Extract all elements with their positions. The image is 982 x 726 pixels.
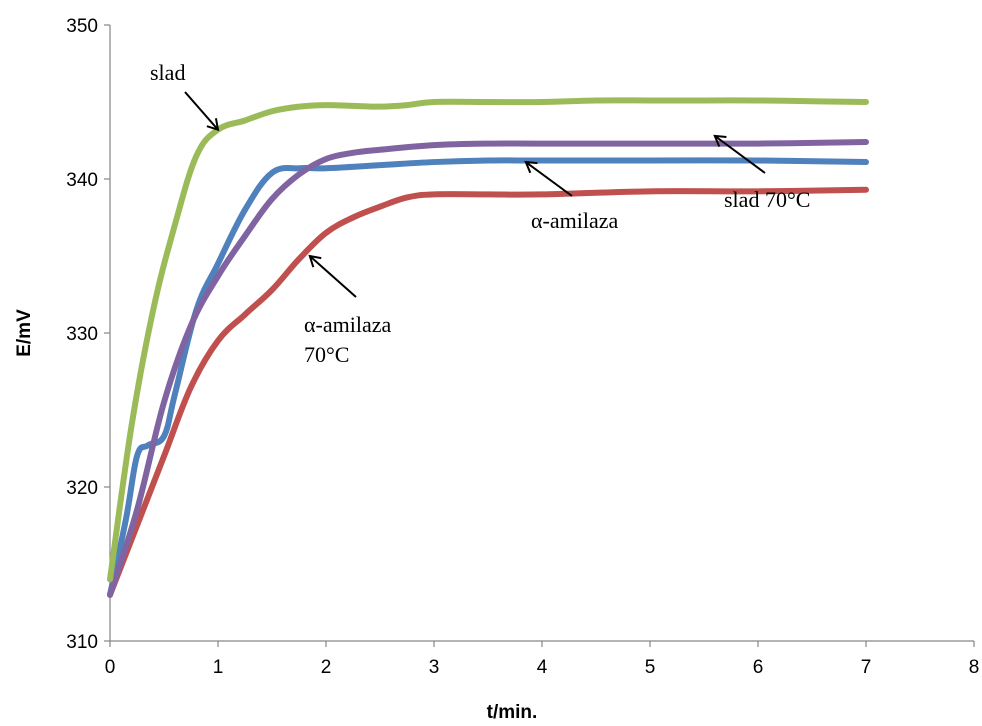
- series-line-amilaza: [107, 157, 869, 598]
- axes: [104, 24, 975, 647]
- annotation-label: 70°C: [304, 342, 349, 367]
- annotation-label: α-amilaza: [304, 312, 391, 337]
- x-tick-label: 8: [969, 657, 980, 678]
- x-tick-label: 4: [537, 657, 548, 678]
- y-tick-label: 350: [66, 16, 98, 37]
- x-tick-label: 3: [429, 657, 440, 678]
- annotation-arrow: [184, 91, 220, 132]
- y-axis-title: E/mV: [14, 309, 35, 357]
- series-line-slad: [107, 97, 869, 583]
- y-tick-label: 310: [66, 632, 98, 653]
- x-tick-label: 6: [753, 657, 764, 678]
- x-tick-label: 1: [213, 657, 224, 678]
- y-tick-label: 330: [66, 324, 98, 345]
- annotation-arrow: [713, 134, 766, 174]
- annotation-arrow: [308, 254, 357, 298]
- annotation-label: slad 70°C: [724, 187, 810, 212]
- x-tick-label: 7: [861, 657, 872, 678]
- y-tick-label: 340: [66, 170, 98, 191]
- x-tick-label: 2: [321, 657, 332, 678]
- annotations: slad α-amilaza slad 70°C α-amilaza 70°C: [150, 60, 810, 367]
- y-tick-label: 320: [66, 478, 98, 499]
- tick-labels: 0 1 2 3 4 5 6 7 8 310 320 330 340 350: [66, 16, 979, 678]
- annotation-arrow: [524, 160, 573, 197]
- series-lines: [107, 97, 869, 598]
- x-tick-label: 5: [645, 657, 656, 678]
- annotation-label: slad: [150, 60, 185, 85]
- x-axis-title: t/min.: [487, 702, 538, 723]
- x-tick-label: 0: [105, 657, 116, 678]
- annotation-label: α-amilaza: [531, 208, 618, 233]
- series-line-slad-70-c: [107, 139, 869, 598]
- series-line-amilaza-70-c: [107, 186, 869, 598]
